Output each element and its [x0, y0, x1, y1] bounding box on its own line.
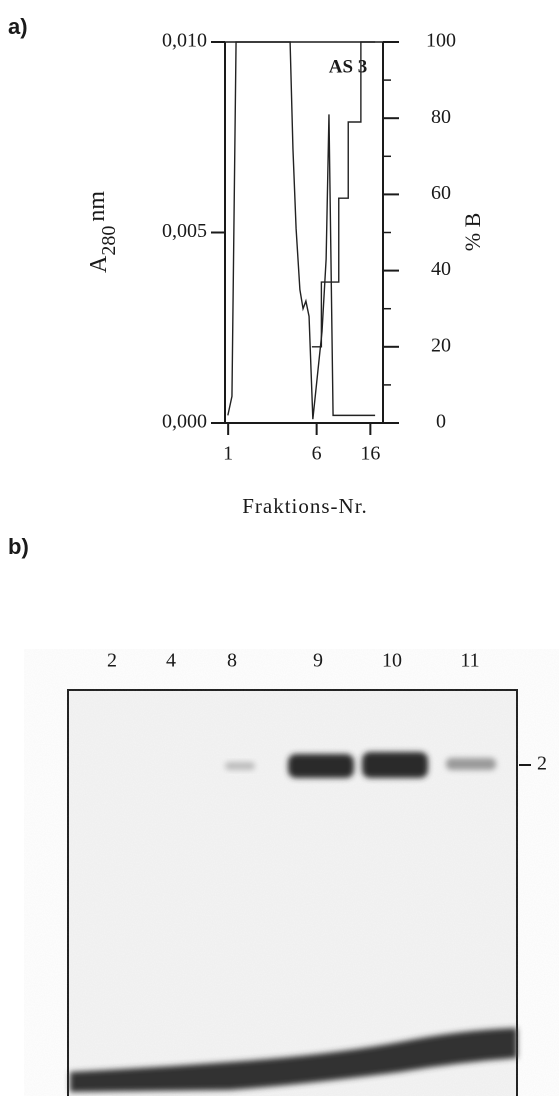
- panel-label: b): [8, 534, 29, 559]
- lane-label: 4: [166, 650, 176, 672]
- lane-label: 9: [313, 650, 323, 672]
- marker-label: 2: [537, 753, 547, 775]
- lane-label: 8: [227, 650, 237, 672]
- y-label-main: A: [86, 255, 112, 273]
- x-tick-label: 1: [223, 443, 233, 465]
- y-tick-label: 0,005: [162, 220, 207, 242]
- lane-label: 10: [382, 650, 402, 672]
- y-tick-label: 0,010: [162, 30, 207, 52]
- y-label-sub: 280: [98, 226, 120, 256]
- y2-tick-label: 60: [431, 182, 451, 204]
- gel-band: [362, 752, 428, 778]
- y-tick-label: 0,000: [162, 411, 207, 433]
- x-axis-label: Fraktions-Nr.: [242, 494, 368, 518]
- y2-tick-label: 0: [436, 411, 446, 433]
- page: a) AS 3 A280nm % B Fraktions-Nr. b) 2 0,…: [0, 0, 559, 1096]
- x-tick-label: 6: [312, 443, 322, 465]
- lane-label: 11: [460, 650, 479, 672]
- y2-axis-label: % B: [460, 213, 485, 252]
- series-line: [228, 42, 375, 419]
- gel-band: [288, 754, 354, 778]
- gel-band: [446, 758, 496, 770]
- lane-label: 2: [107, 650, 117, 672]
- gel-band: [225, 762, 255, 770]
- series-line: [312, 42, 375, 347]
- figure: a) AS 3 A280nm % B Fraktions-Nr. b) 2 0,…: [0, 0, 559, 1096]
- y2-tick-label: 100: [426, 30, 456, 52]
- x-tick-label: 16: [360, 443, 380, 465]
- y-label-unit: nm: [84, 191, 110, 222]
- y2-tick-label: 20: [431, 334, 451, 356]
- y2-tick-label: 40: [431, 258, 451, 280]
- y2-tick-label: 80: [431, 106, 451, 128]
- panel-label: a): [8, 14, 28, 39]
- y-axis-label: A280 nm: [84, 191, 120, 273]
